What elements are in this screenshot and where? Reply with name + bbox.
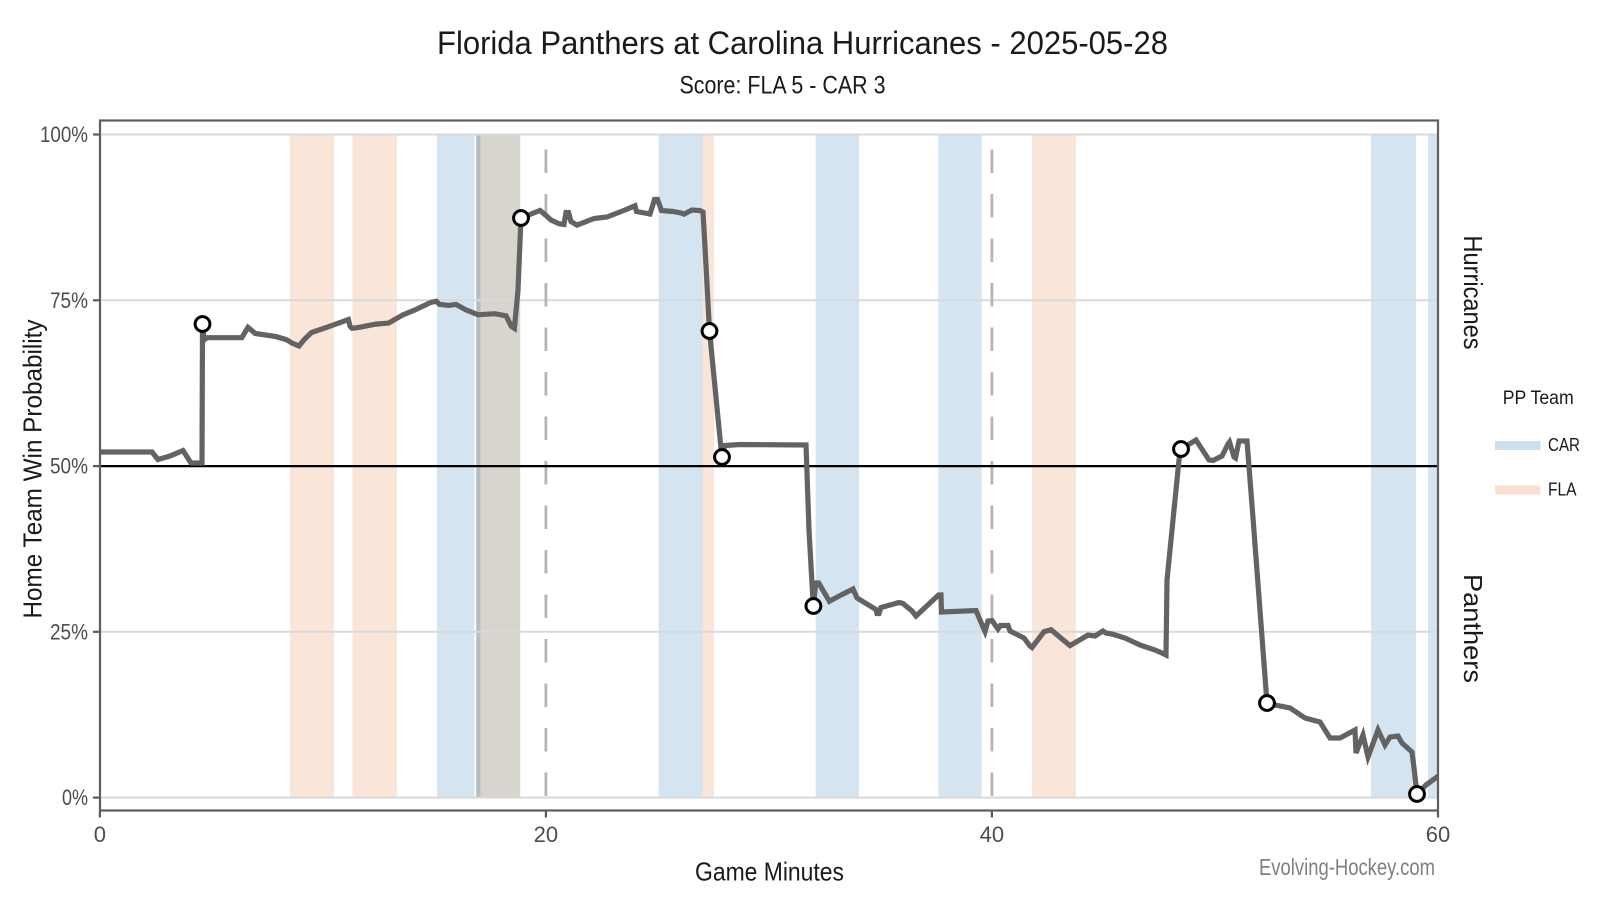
svg-text:100%: 100% bbox=[40, 122, 88, 147]
svg-text:75%: 75% bbox=[50, 288, 88, 313]
svg-text:Score: FLA 5 - CAR 3: Score: FLA 5 - CAR 3 bbox=[680, 72, 886, 100]
svg-text:25%: 25% bbox=[50, 619, 88, 644]
svg-text:Evolving-Hockey.com: Evolving-Hockey.com bbox=[1259, 854, 1435, 880]
svg-text:Game Minutes: Game Minutes bbox=[695, 856, 844, 886]
svg-text:Florida Panthers at Carolina H: Florida Panthers at Carolina Hurricanes … bbox=[437, 25, 1168, 61]
svg-text:60: 60 bbox=[1426, 822, 1450, 847]
svg-text:50%: 50% bbox=[50, 454, 88, 479]
svg-text:CAR: CAR bbox=[1548, 435, 1580, 455]
svg-text:0: 0 bbox=[94, 822, 106, 847]
svg-text:40: 40 bbox=[980, 822, 1004, 847]
svg-text:Hurricanes: Hurricanes bbox=[1458, 236, 1488, 350]
svg-text:20: 20 bbox=[534, 822, 558, 847]
svg-text:Panthers: Panthers bbox=[1458, 574, 1488, 683]
svg-text:FLA: FLA bbox=[1548, 480, 1577, 500]
svg-text:0%: 0% bbox=[62, 785, 88, 810]
svg-text:PP Team: PP Team bbox=[1503, 388, 1574, 409]
svg-text:Home Team Win Probability: Home Team Win Probability bbox=[18, 320, 48, 619]
